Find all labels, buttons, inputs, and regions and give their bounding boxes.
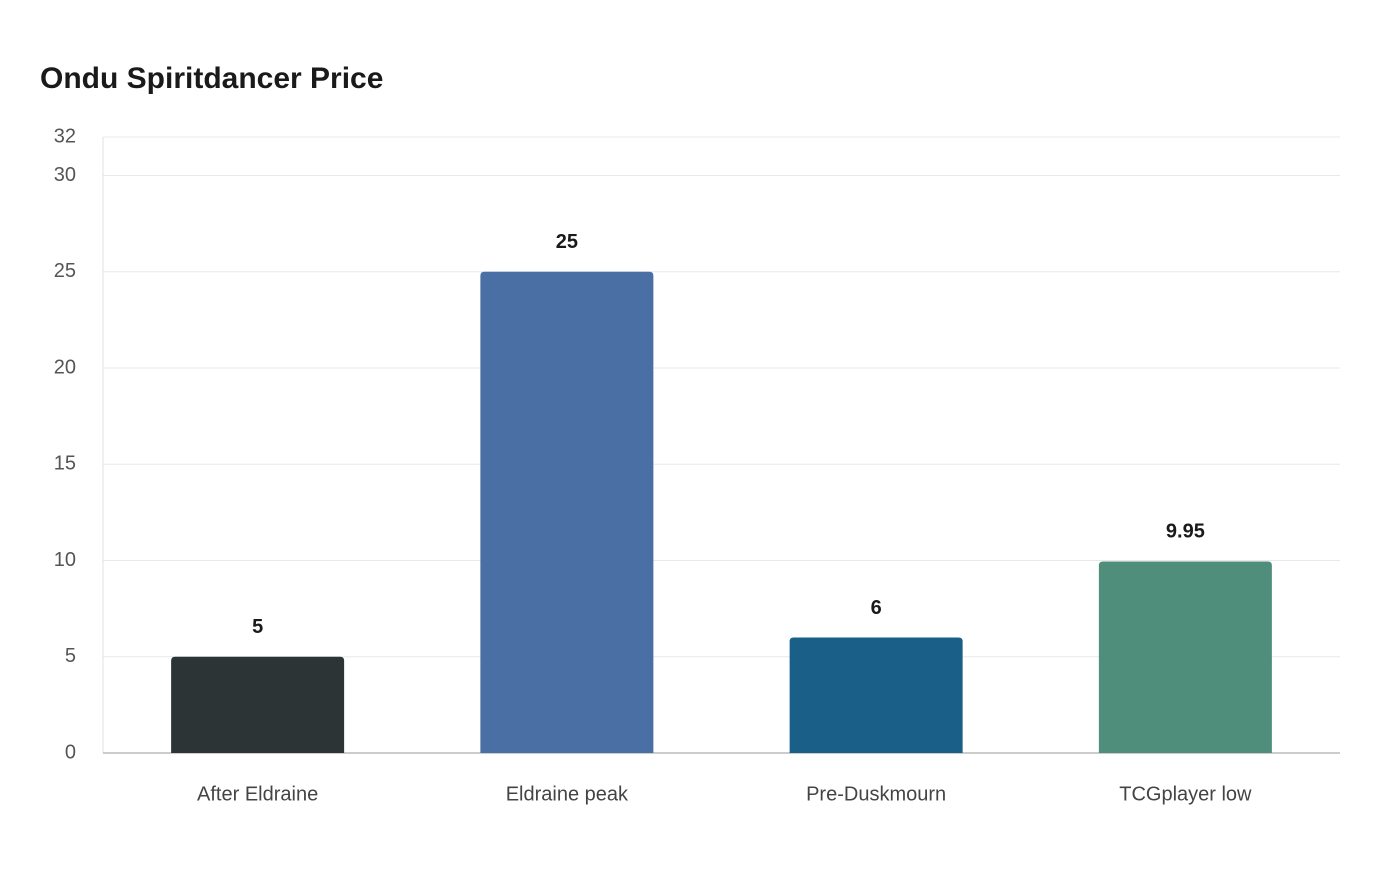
value-label: 6 (871, 597, 882, 619)
y-tick-label: 0 (65, 741, 76, 763)
x-tick-label: Eldraine peak (506, 783, 629, 805)
y-tick-label: 32 (54, 125, 76, 147)
y-tick-label: 10 (54, 549, 76, 571)
value-label: 5 (252, 616, 263, 638)
y-tick-label: 5 (65, 645, 76, 667)
value-label: 25 (556, 231, 578, 253)
y-tick-label: 15 (54, 453, 76, 475)
value-label: 9.95 (1166, 521, 1205, 543)
bar (789, 637, 963, 753)
x-tick-label: Pre-Duskmourn (806, 783, 946, 805)
x-tick-label: After Eldraine (197, 783, 318, 805)
y-tick-label: 20 (54, 356, 76, 378)
x-tick-label: TCGplayer low (1119, 783, 1252, 805)
y-tick-label: 30 (54, 164, 76, 186)
bar (480, 271, 654, 753)
y-tick-label: 25 (54, 260, 76, 282)
bar (171, 656, 345, 753)
bar (1098, 561, 1272, 753)
chart-title: Ondu Spiritdancer Price (40, 62, 383, 95)
